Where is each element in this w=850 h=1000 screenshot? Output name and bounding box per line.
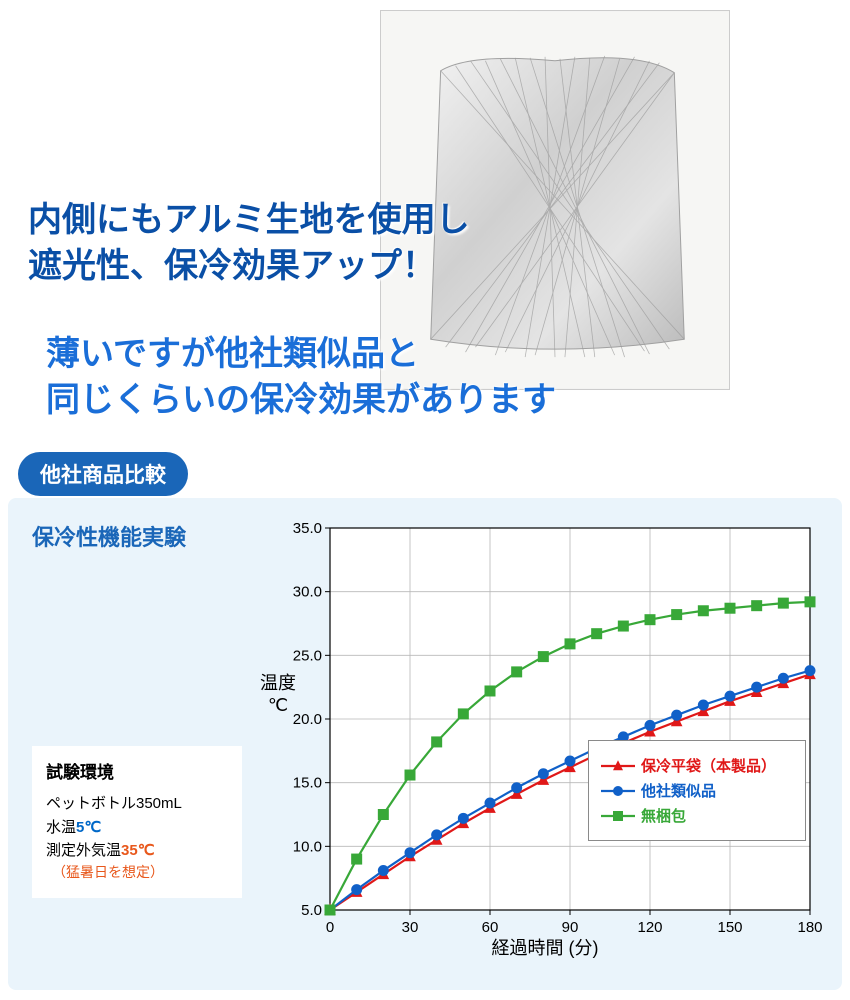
svg-text:10.0: 10.0: [293, 838, 322, 855]
chart-legend: 保冷平袋（本製品） 他社類似品無梱包: [588, 740, 806, 841]
env-line-2: 水温5℃: [46, 816, 230, 839]
comparison-section-pill: 他社商品比較: [18, 452, 188, 496]
legend-label: 他社類似品: [641, 780, 716, 801]
env-line-1: ペットボトル350mL: [46, 792, 230, 815]
svg-text:25.0: 25.0: [293, 647, 322, 664]
legend-label: 保冷平袋（本製品）: [641, 755, 776, 776]
svg-text:30.0: 30.0: [293, 584, 322, 601]
env-note: （猛暑日を想定）: [52, 862, 230, 884]
legend-label: 無梱包: [641, 805, 686, 826]
legend-marker-icon: [601, 758, 635, 774]
legend-item: 他社類似品: [601, 780, 795, 801]
test-environment-box: 試験環境 ペットボトル350mL 水温5℃ 測定外気温35℃ （猛暑日を想定）: [32, 746, 242, 898]
x-axis-label: 経過時間 (分): [266, 934, 824, 960]
legend-marker-icon: [601, 808, 635, 824]
headline-primary: 内側にもアルミ生地を使用し遮光性、保冷効果アップ！: [28, 198, 470, 290]
headline-secondary: 薄いですが他社類似品と同じくらいの保冷効果があります: [46, 332, 556, 424]
legend-item: 無梱包: [601, 805, 795, 826]
svg-text:5.0: 5.0: [301, 902, 322, 919]
chart-panel: 保冷性機能実験 試験環境 ペットボトル350mL 水温5℃ 測定外気温35℃ （…: [8, 498, 842, 990]
env-title: 試験環境: [46, 760, 230, 786]
legend-marker-icon: [601, 783, 635, 799]
svg-text:20.0: 20.0: [293, 711, 322, 728]
legend-item: 保冷平袋（本製品）: [601, 755, 795, 776]
svg-text:15.0: 15.0: [293, 775, 322, 792]
svg-text:35.0: 35.0: [293, 520, 322, 537]
temperature-chart: 温度 ℃ 5.010.015.020.025.030.035.003060901…: [266, 518, 824, 958]
env-line-3: 測定外気温35℃: [46, 839, 230, 862]
chart-svg: 5.010.015.020.025.030.035.00306090120150…: [266, 518, 824, 958]
